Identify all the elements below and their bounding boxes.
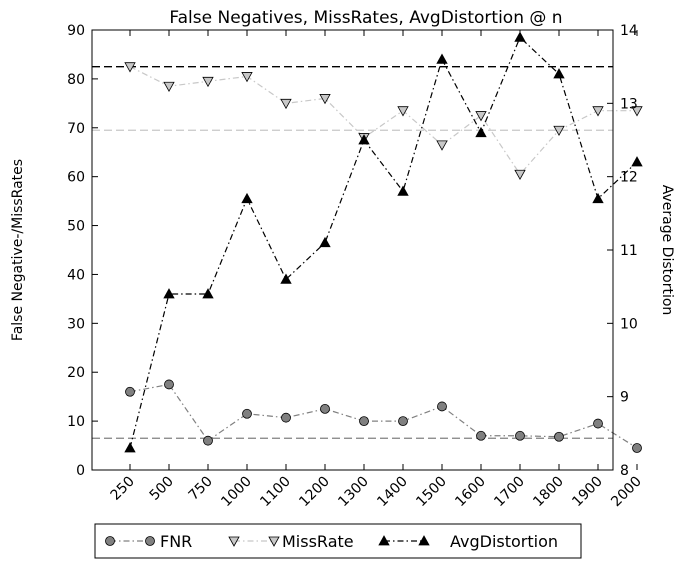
data-point-fnr [320, 403, 330, 414]
legend-marker [378, 535, 390, 546]
data-point-missrate [631, 106, 643, 117]
data-point-missrate [475, 111, 487, 122]
data-point-avgdistortion [319, 236, 331, 248]
data-point-avgdistortion [280, 273, 292, 284]
legend-marker [418, 535, 430, 546]
data-point-avgdistortion [163, 288, 175, 299]
data-point-avgdistortion [631, 156, 643, 167]
data-point-fnr [242, 408, 252, 419]
data-point-fnr [476, 430, 486, 441]
data-point-avgdistortion [514, 31, 526, 42]
data-point-fnr [359, 416, 369, 427]
x-tick-label: 1000 [218, 474, 255, 511]
data-point-missrate [553, 125, 565, 137]
data-point-fnr [554, 431, 564, 442]
x-tick-label: 1200 [296, 474, 333, 511]
legend-marker [228, 536, 240, 547]
data-point-fnr [203, 435, 213, 446]
data-point-avgdistortion [553, 68, 565, 79]
legend: FNR MissRate AvgDistortion [94, 523, 582, 559]
data-point-fnr [398, 416, 408, 427]
data-point-avgdistortion [475, 126, 487, 138]
y-axis-title: False Negative-/MissRates [10, 159, 26, 341]
x-tick-label: 1900 [569, 474, 606, 511]
legend-marker [145, 536, 155, 546]
y-tick-label: 90 [67, 23, 85, 39]
chart-title: False Negatives, MissRates, AvgDistortio… [169, 8, 562, 28]
data-point-fnr [515, 430, 525, 441]
x-tick-label: 1600 [452, 474, 489, 511]
data-point-avgdistortion [241, 192, 253, 204]
legend-label: MissRate [282, 532, 354, 551]
legend-marker [105, 536, 115, 546]
data-point-avgdistortion [436, 53, 448, 64]
series-line-missrate [129, 66, 637, 176]
data-point-avgdistortion [592, 192, 604, 204]
y2-tick-label: 8 [620, 463, 629, 479]
series-line-avgdistortion [129, 36, 638, 449]
series-avgdistortion [124, 31, 643, 453]
data-point-missrate [241, 72, 253, 83]
y2-tick-label: 13 [620, 96, 638, 112]
y-tick-label: 40 [67, 267, 85, 283]
data-point-missrate [280, 98, 292, 110]
legend-box [94, 523, 582, 559]
y2-tick-label: 11 [620, 243, 638, 259]
x-tick-label: 1800 [530, 474, 567, 511]
x-tick-label: 1700 [491, 474, 528, 511]
data-point-avgdistortion [358, 134, 370, 145]
data-point-missrate [319, 94, 331, 105]
y2-tick-label: 14 [620, 23, 638, 39]
series-line-fnr [129, 383, 638, 449]
y2-axis-title: Average Distortion [659, 185, 675, 316]
legend-item-avgdistortion: AvgDistortion [378, 532, 558, 551]
x-tick-label: 1500 [413, 474, 450, 511]
y-tick-label: 60 [67, 170, 85, 186]
y2-tick-label: 9 [620, 390, 629, 406]
series-group [124, 31, 643, 453]
y2-tick-label: 12 [620, 170, 638, 186]
legend-label: FNR [160, 532, 192, 551]
y-tick-label: 50 [67, 219, 85, 235]
data-point-missrate [592, 106, 604, 117]
data-point-avgdistortion [397, 185, 409, 196]
y-tick-label: 10 [67, 414, 85, 430]
y-tick-label: 0 [76, 463, 85, 479]
series-missrate [124, 62, 643, 181]
legend-label: AvgDistortion [450, 532, 558, 551]
x-tick-label: 250 [108, 474, 138, 504]
data-point-fnr [164, 379, 174, 390]
y-tick-label: 20 [67, 365, 85, 381]
legend-item-missrate: MissRate [228, 532, 354, 551]
y-tick-label: 70 [67, 121, 85, 137]
data-point-fnr [593, 418, 603, 429]
data-point-avgdistortion [202, 288, 214, 299]
x-tick-label: 1100 [257, 474, 294, 511]
data-point-missrate [202, 76, 214, 88]
data-point-avgdistortion [124, 442, 136, 453]
x-tick-label: 500 [147, 474, 177, 504]
x-tick-label: 1400 [374, 474, 411, 511]
data-point-missrate [436, 140, 448, 151]
data-point-fnr [437, 401, 447, 412]
x-tick-label: 1300 [335, 474, 372, 511]
y2-tick-label: 10 [620, 316, 638, 332]
data-point-missrate [163, 81, 175, 93]
data-point-fnr [281, 412, 291, 423]
y-tick-label: 80 [67, 72, 85, 88]
mean-lines [92, 66, 613, 439]
data-point-fnr [125, 386, 135, 397]
data-point-missrate [397, 106, 409, 117]
y-tick-label: 30 [67, 316, 85, 332]
x-tick-label: 750 [186, 474, 216, 504]
series-fnr [125, 379, 642, 453]
data-point-missrate [514, 169, 526, 181]
plot-frame [91, 29, 614, 471]
data-point-fnr [632, 443, 642, 453]
legend-item-fnr: FNR [105, 532, 192, 551]
data-point-missrate [124, 62, 136, 73]
legend-marker [268, 536, 280, 547]
